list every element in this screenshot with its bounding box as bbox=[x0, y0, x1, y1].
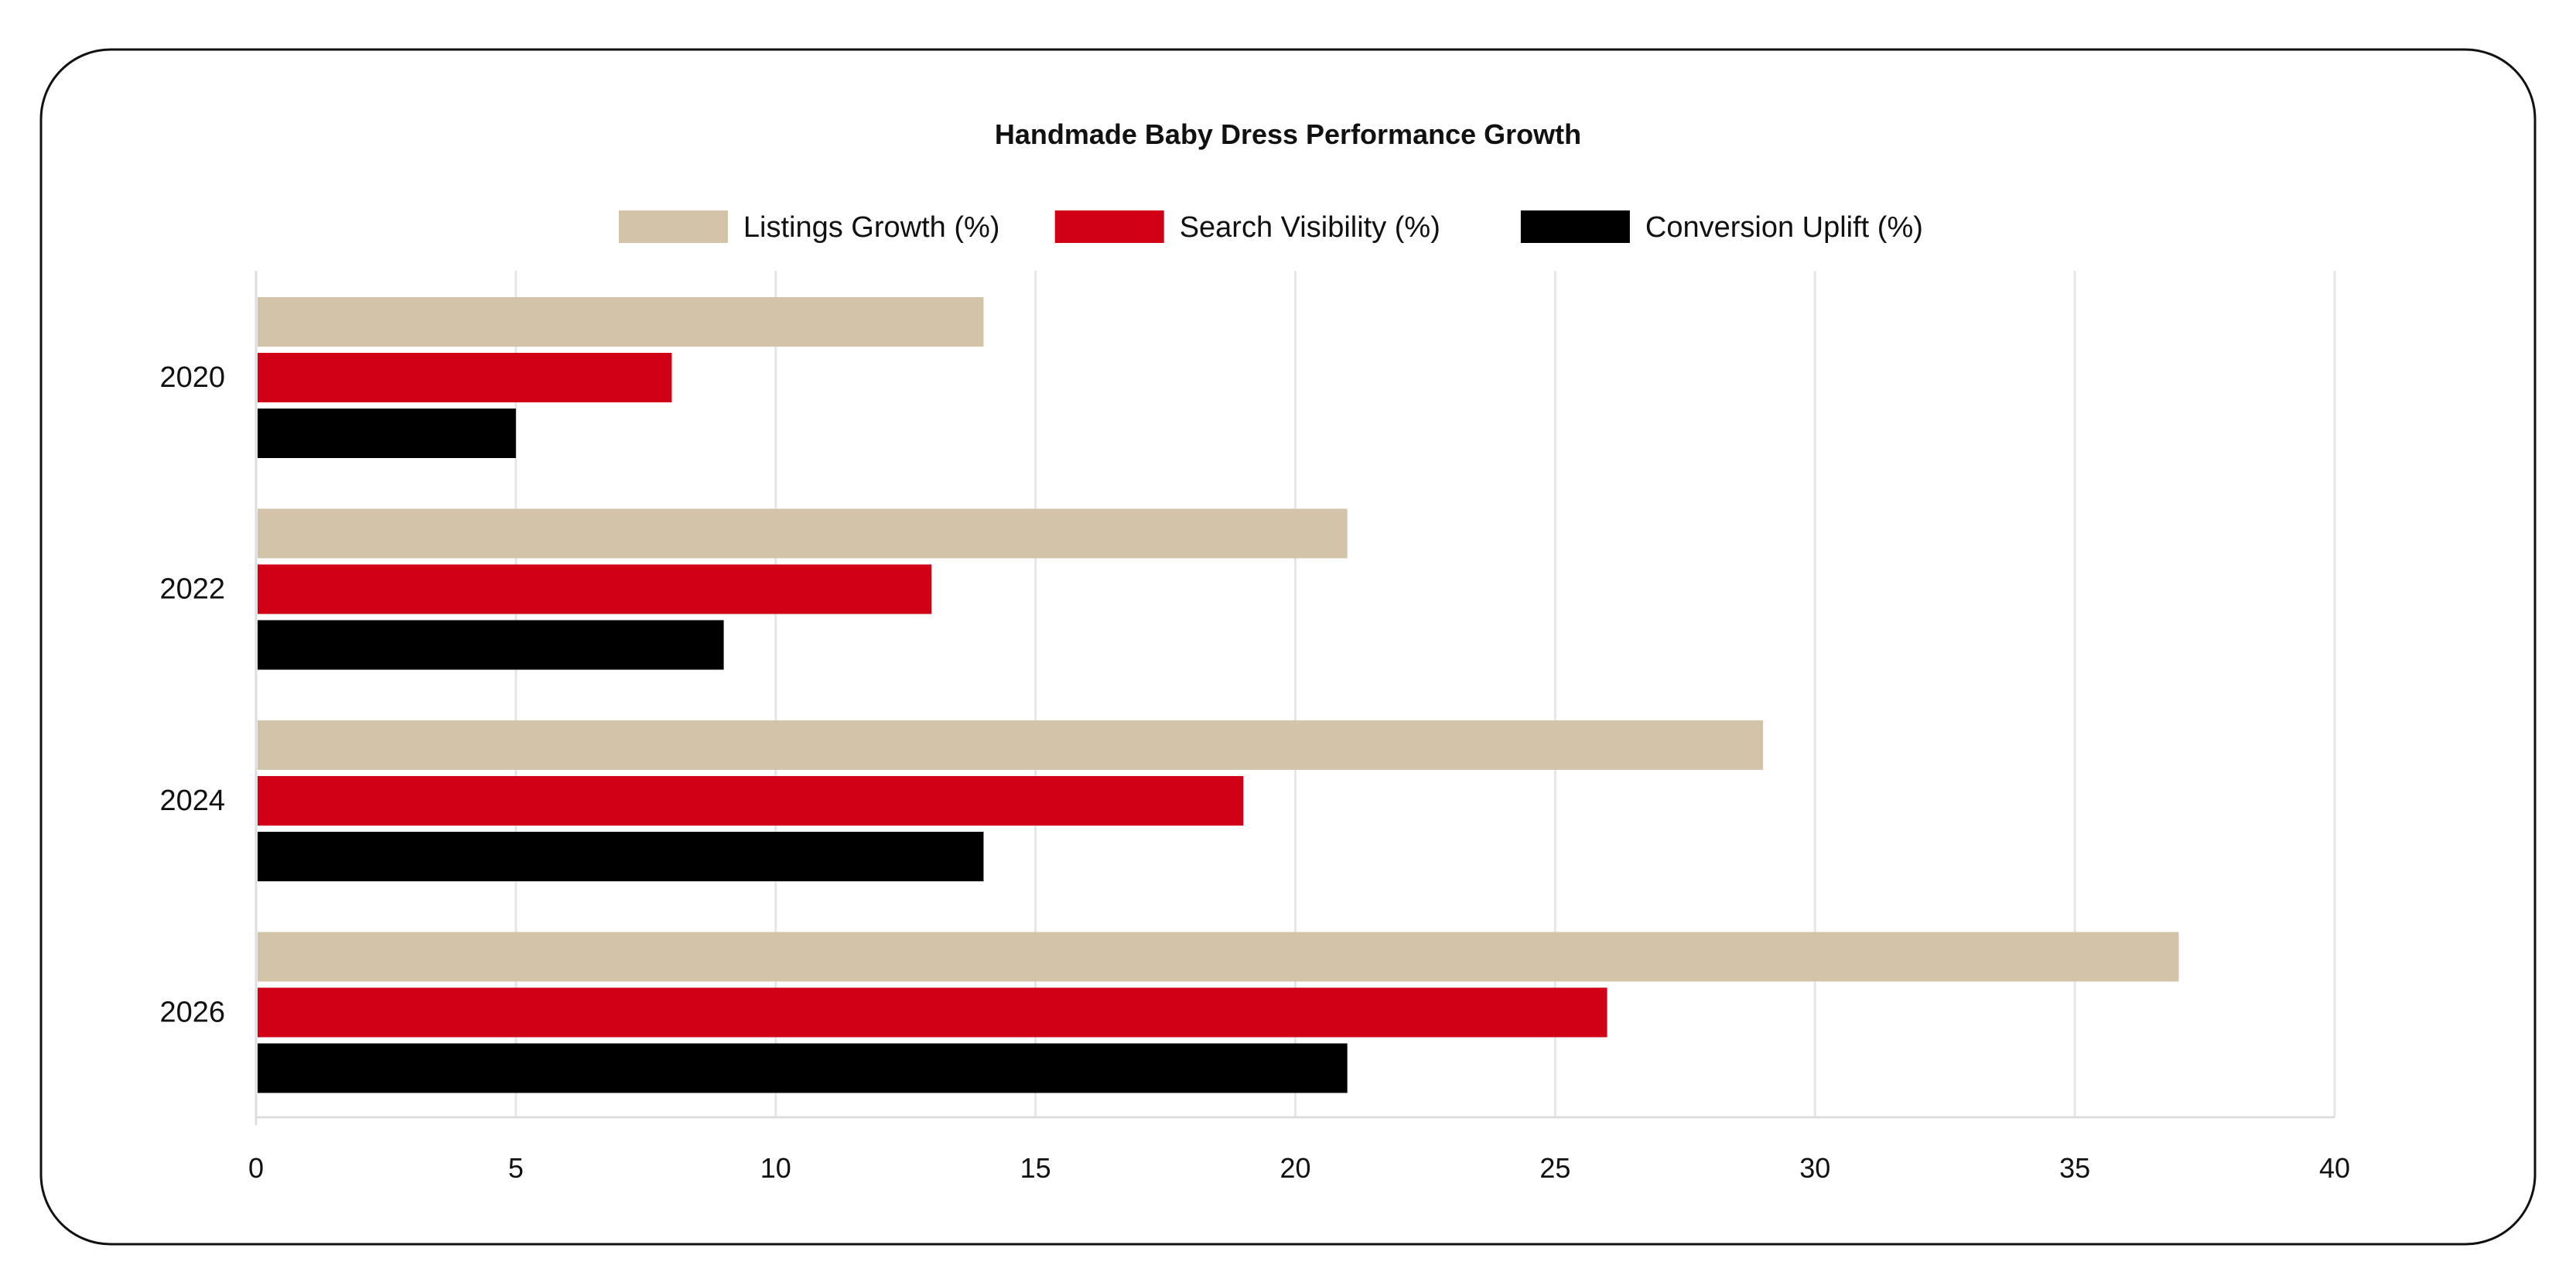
axes: 0 5 10 15 20 25 30 35 40 2020 2022 2024 2026 bbox=[159, 271, 2350, 1184]
bar-2022-1 bbox=[258, 564, 932, 614]
bar-2022-0 bbox=[258, 508, 1348, 559]
y-tick-label: 2020 bbox=[159, 361, 225, 394]
y-tick-label: 2024 bbox=[159, 785, 225, 817]
x-tick-label: 10 bbox=[760, 1152, 791, 1184]
chart-title: Handmade Baby Dress Performance Growth bbox=[995, 118, 1581, 150]
y-tick-label: 2022 bbox=[159, 573, 225, 605]
bar-2024-1 bbox=[258, 776, 1244, 826]
legend-label: Search Visibility (%) bbox=[1180, 211, 1440, 244]
y-tick-label: 2026 bbox=[159, 996, 225, 1028]
legend: Listings Growth (%) Search Visibility (%)… bbox=[618, 210, 1923, 244]
legend-swatch bbox=[1520, 210, 1630, 243]
legend-swatch bbox=[1054, 210, 1164, 243]
bar-2024-2 bbox=[258, 832, 984, 881]
legend-swatch bbox=[618, 210, 728, 243]
bars bbox=[258, 297, 2179, 1093]
x-tick-label: 20 bbox=[1279, 1152, 1310, 1184]
bar-2020-0 bbox=[258, 297, 984, 347]
x-tick-label: 35 bbox=[2059, 1152, 2090, 1184]
x-tick-label: 40 bbox=[2319, 1152, 2350, 1184]
bar-2022-2 bbox=[258, 620, 724, 670]
x-tick-label: 0 bbox=[248, 1152, 264, 1184]
x-tick-label: 25 bbox=[1539, 1152, 1570, 1184]
legend-label: Conversion Uplift (%) bbox=[1645, 211, 1923, 244]
bar-2026-1 bbox=[258, 987, 1607, 1038]
bar-2020-2 bbox=[258, 409, 516, 458]
bar-2020-1 bbox=[258, 353, 672, 402]
x-tick-label: 30 bbox=[1799, 1152, 1830, 1184]
bar-2024-0 bbox=[258, 720, 1764, 770]
x-tick-label: 15 bbox=[1020, 1152, 1051, 1184]
bar-2026-2 bbox=[258, 1043, 1348, 1093]
legend-label: Listings Growth (%) bbox=[743, 211, 1000, 244]
x-tick-label: 5 bbox=[508, 1152, 524, 1184]
bar-2026-0 bbox=[258, 932, 2179, 982]
